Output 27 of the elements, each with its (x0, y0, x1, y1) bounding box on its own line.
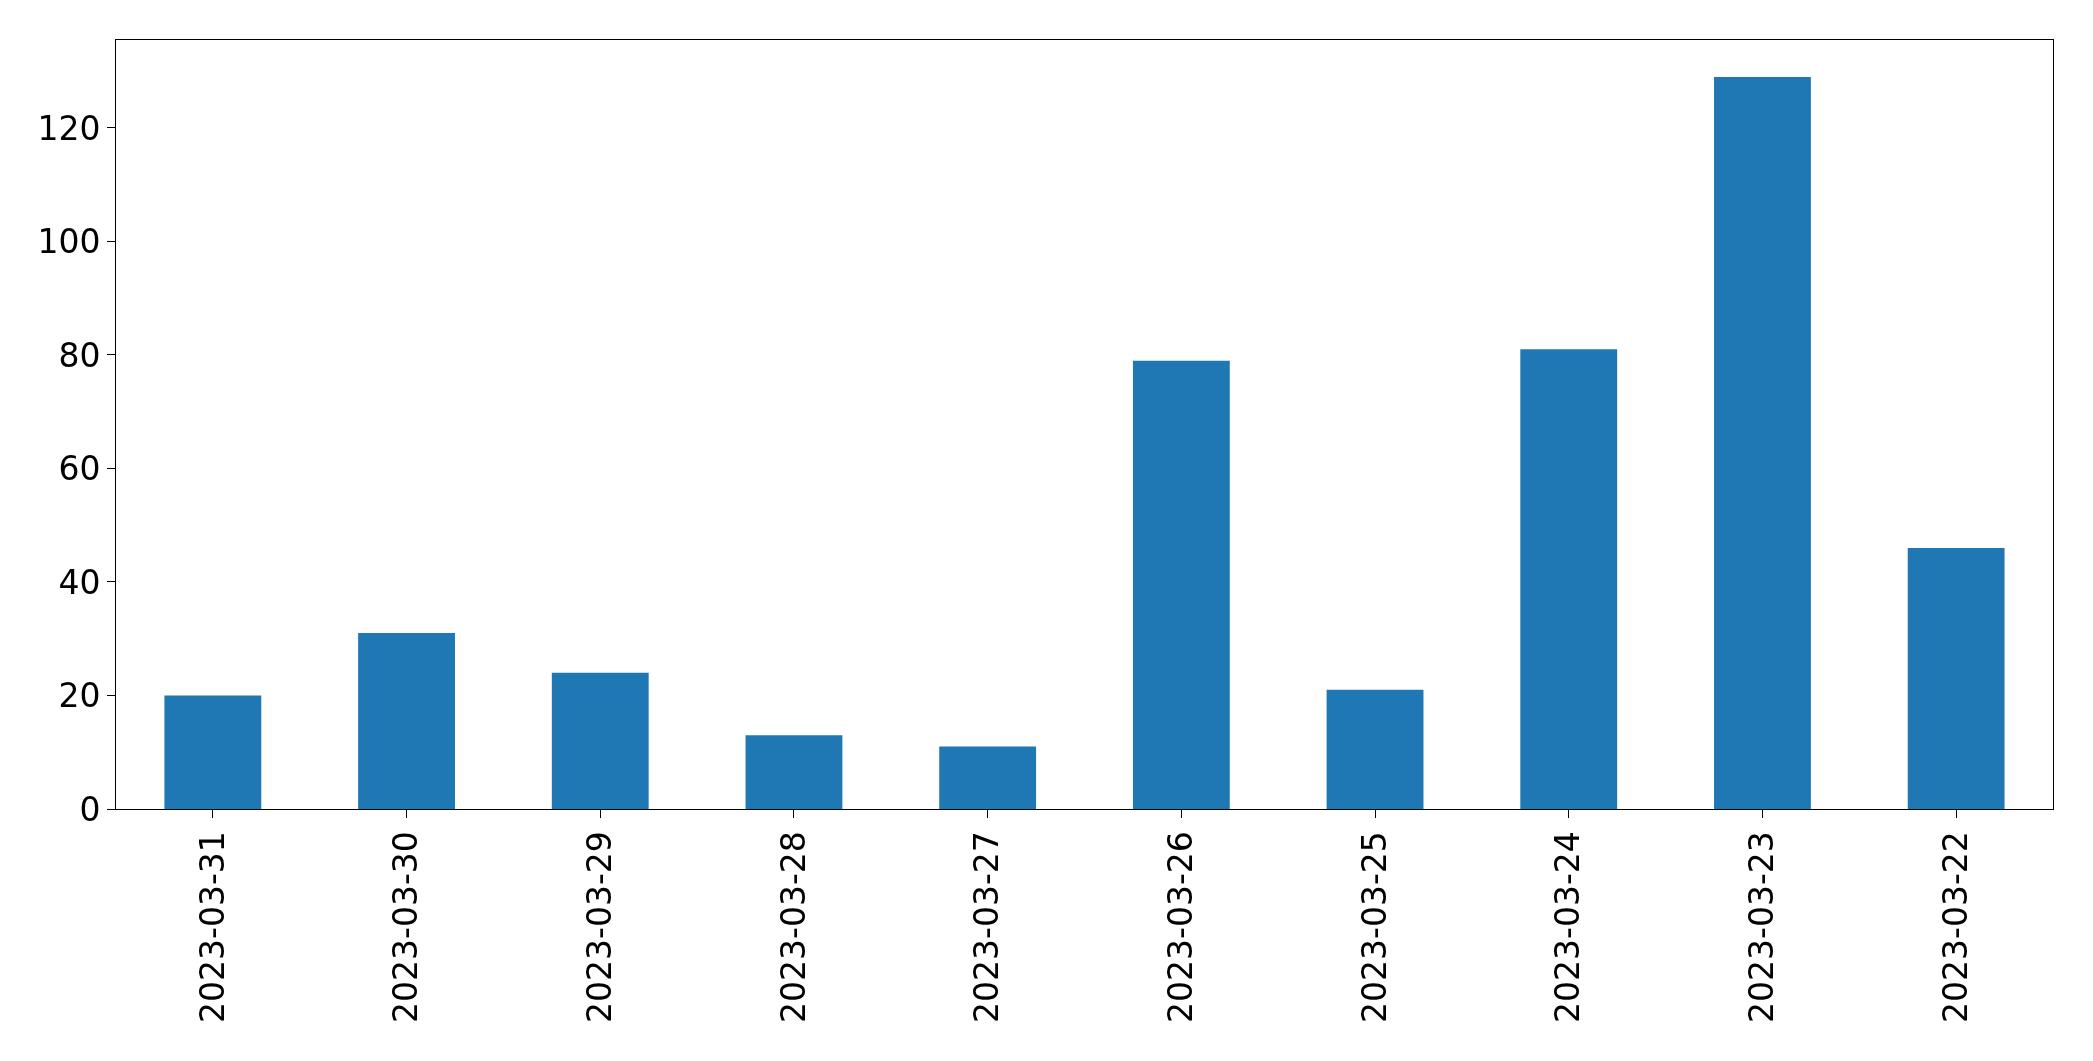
bar (358, 633, 455, 809)
x-tick-label: 2023-03-27 (967, 831, 1007, 1023)
bar (939, 746, 1037, 809)
x-tick-label: 2023-03-23 (1742, 831, 1782, 1023)
x-tick-label: 2023-03-28 (773, 831, 813, 1023)
bar (1132, 360, 1230, 809)
bar (745, 735, 843, 809)
bar (551, 672, 649, 809)
y-tick-label: 40 (58, 562, 101, 602)
y-tick-label: 60 (58, 449, 101, 489)
bar (1714, 76, 1811, 809)
bar (1520, 349, 1618, 809)
bar (1326, 689, 1424, 809)
y-tick-label: 0 (79, 789, 101, 829)
x-tick-label: 2023-03-24 (1548, 831, 1588, 1023)
x-tick-label: 2023-03-29 (579, 831, 619, 1023)
bar (1907, 547, 2005, 809)
y-tick-label: 20 (58, 676, 101, 716)
y-tick-label: 120 (37, 108, 101, 148)
y-tick-label: 100 (37, 222, 101, 262)
x-tick-label: 2023-03-26 (1161, 831, 1201, 1023)
x-tick-label: 2023-03-22 (1935, 831, 1975, 1023)
bar (164, 695, 262, 809)
x-tick-label: 2023-03-25 (1354, 831, 1394, 1023)
y-tick-label: 80 (58, 335, 101, 375)
x-tick-label: 2023-03-30 (386, 831, 426, 1023)
x-tick-label: 2023-03-31 (192, 831, 232, 1023)
